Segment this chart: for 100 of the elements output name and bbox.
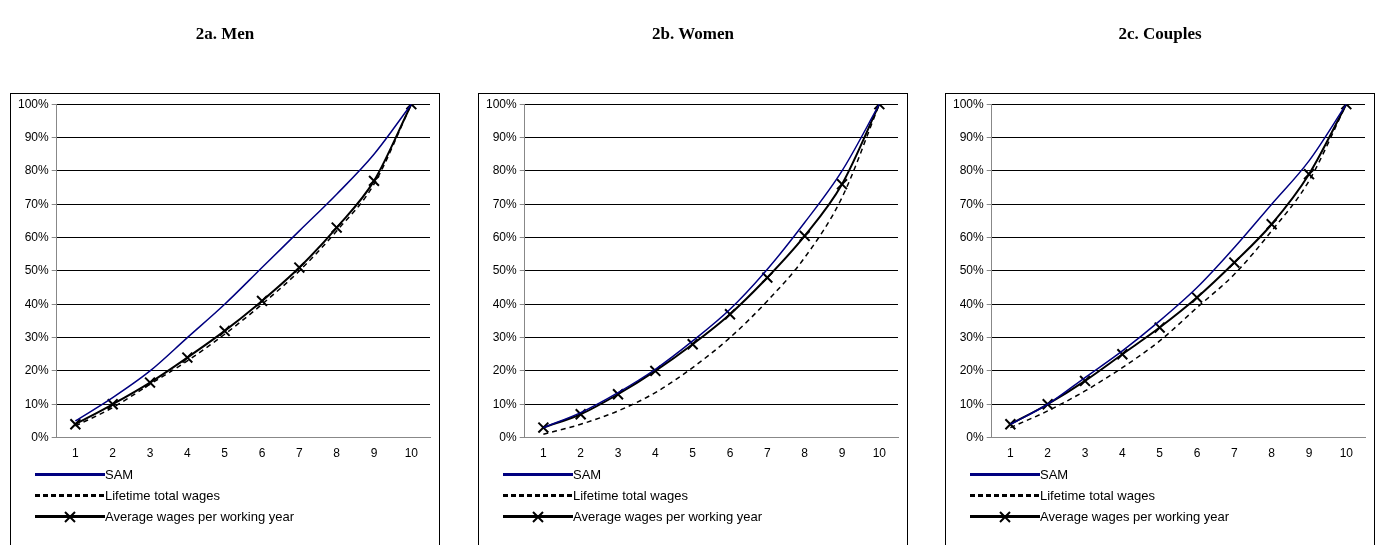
x-tick-label: 10 xyxy=(1339,446,1354,461)
point xyxy=(1303,168,1315,181)
point xyxy=(368,174,380,187)
y-tick-label: 40% xyxy=(959,296,985,311)
x-tick-label: 1 xyxy=(1007,446,1015,461)
x-tick-label: 7 xyxy=(296,446,303,461)
point xyxy=(69,418,82,431)
y-tick-label: 30% xyxy=(959,329,985,344)
x-tick-label: 3 xyxy=(146,446,154,461)
x-tick-label: 8 xyxy=(1268,446,1276,461)
legend-label: SAM xyxy=(1040,467,1069,482)
point xyxy=(649,364,662,377)
x-tick-label: 9 xyxy=(370,446,378,461)
y-tick-label: 100% xyxy=(952,96,985,111)
point xyxy=(106,398,119,411)
x-tick-label: 4 xyxy=(652,446,660,461)
point xyxy=(1004,418,1017,431)
point xyxy=(1191,291,1203,304)
chart-title: 2c. Couples xyxy=(1117,24,1203,45)
y-tick-label: 20% xyxy=(959,363,985,378)
y-tick-label: 30% xyxy=(24,329,50,344)
y-tick-label: 40% xyxy=(492,296,518,311)
x-tick-label: 6 xyxy=(726,446,734,461)
point xyxy=(1079,374,1091,387)
point xyxy=(686,338,699,351)
point xyxy=(181,351,194,364)
y-tick-label: 70% xyxy=(24,196,50,211)
legend-label: Lifetime total wages xyxy=(1040,488,1155,503)
x-tick-label: 10 xyxy=(404,446,419,461)
point xyxy=(218,324,231,337)
point xyxy=(836,178,848,191)
point xyxy=(537,421,550,434)
y-tick-label: 20% xyxy=(24,363,50,378)
point xyxy=(1265,218,1278,231)
x-tick-label: 5 xyxy=(1156,446,1164,461)
point xyxy=(612,388,624,401)
x-tick-label: 8 xyxy=(801,446,809,461)
x-tick-label: 9 xyxy=(1305,446,1313,461)
y-tick-label: 80% xyxy=(492,163,518,178)
point xyxy=(1116,348,1129,361)
x-tick-label: 6 xyxy=(1193,446,1201,461)
point xyxy=(144,376,156,389)
x-tick-label: 1 xyxy=(540,446,548,461)
legend-label: SAM xyxy=(105,467,134,482)
y-tick-label: 10% xyxy=(492,396,518,411)
y-tick-label: 100% xyxy=(17,96,50,111)
x-tick-label: 4 xyxy=(1119,446,1127,461)
x-tick-label: 2 xyxy=(577,446,585,461)
y-tick-label: 90% xyxy=(24,129,50,144)
y-tick-label: 0% xyxy=(499,429,518,444)
y-tick-label: 0% xyxy=(31,429,50,444)
x-tick-label: 4 xyxy=(184,446,192,461)
x-tick-label: 7 xyxy=(764,446,771,461)
x-tick-label: 9 xyxy=(838,446,846,461)
point xyxy=(798,229,811,242)
x-tick-label: 6 xyxy=(258,446,266,461)
point xyxy=(256,294,268,307)
point xyxy=(1041,398,1054,411)
point xyxy=(293,261,306,274)
y-tick-label: 30% xyxy=(492,329,518,344)
y-tick-label: 50% xyxy=(24,263,50,278)
x-tick-label: 3 xyxy=(1081,446,1089,461)
chart-title: 2a. Men xyxy=(194,24,256,45)
legend-label: SAM xyxy=(573,467,602,482)
x-tick-label: 3 xyxy=(614,446,622,461)
legend-label: Average wages per working year xyxy=(1040,509,1230,524)
y-tick-label: 60% xyxy=(959,229,985,244)
chart-title: 2b. Women xyxy=(651,24,735,45)
point xyxy=(330,221,343,234)
y-tick-label: 80% xyxy=(959,163,985,178)
legend-label: Lifetime total wages xyxy=(105,488,220,503)
y-tick-label: 100% xyxy=(485,96,518,111)
legend-label: Lifetime total wages xyxy=(573,488,688,503)
y-tick-label: 70% xyxy=(492,196,518,211)
x-tick-label: 8 xyxy=(333,446,341,461)
x-tick-label: 5 xyxy=(221,446,229,461)
y-tick-label: 50% xyxy=(492,263,518,278)
y-tick-label: 10% xyxy=(24,396,50,411)
x-tick-label: 1 xyxy=(72,446,80,461)
legend-label: Average wages per working year xyxy=(573,509,763,524)
y-tick-label: 50% xyxy=(959,263,985,278)
x-tick-label: 2 xyxy=(109,446,117,461)
y-tick-label: 60% xyxy=(24,229,50,244)
point xyxy=(1228,256,1241,269)
point xyxy=(574,408,587,421)
y-tick-label: 80% xyxy=(24,163,50,178)
x-tick-label: 5 xyxy=(689,446,697,461)
x-tick-label: 2 xyxy=(1044,446,1052,461)
y-tick-label: 70% xyxy=(959,196,985,211)
x-tick-label: 7 xyxy=(1231,446,1238,461)
x-tick-label: 10 xyxy=(872,446,887,461)
point xyxy=(1153,321,1166,334)
legend-label: Average wages per working year xyxy=(105,509,295,524)
point xyxy=(724,308,736,321)
y-tick-label: 90% xyxy=(492,129,518,144)
y-tick-label: 10% xyxy=(959,396,985,411)
y-tick-label: 20% xyxy=(492,363,518,378)
point xyxy=(761,271,774,284)
y-tick-label: 90% xyxy=(959,129,985,144)
y-tick-label: 0% xyxy=(966,429,985,444)
